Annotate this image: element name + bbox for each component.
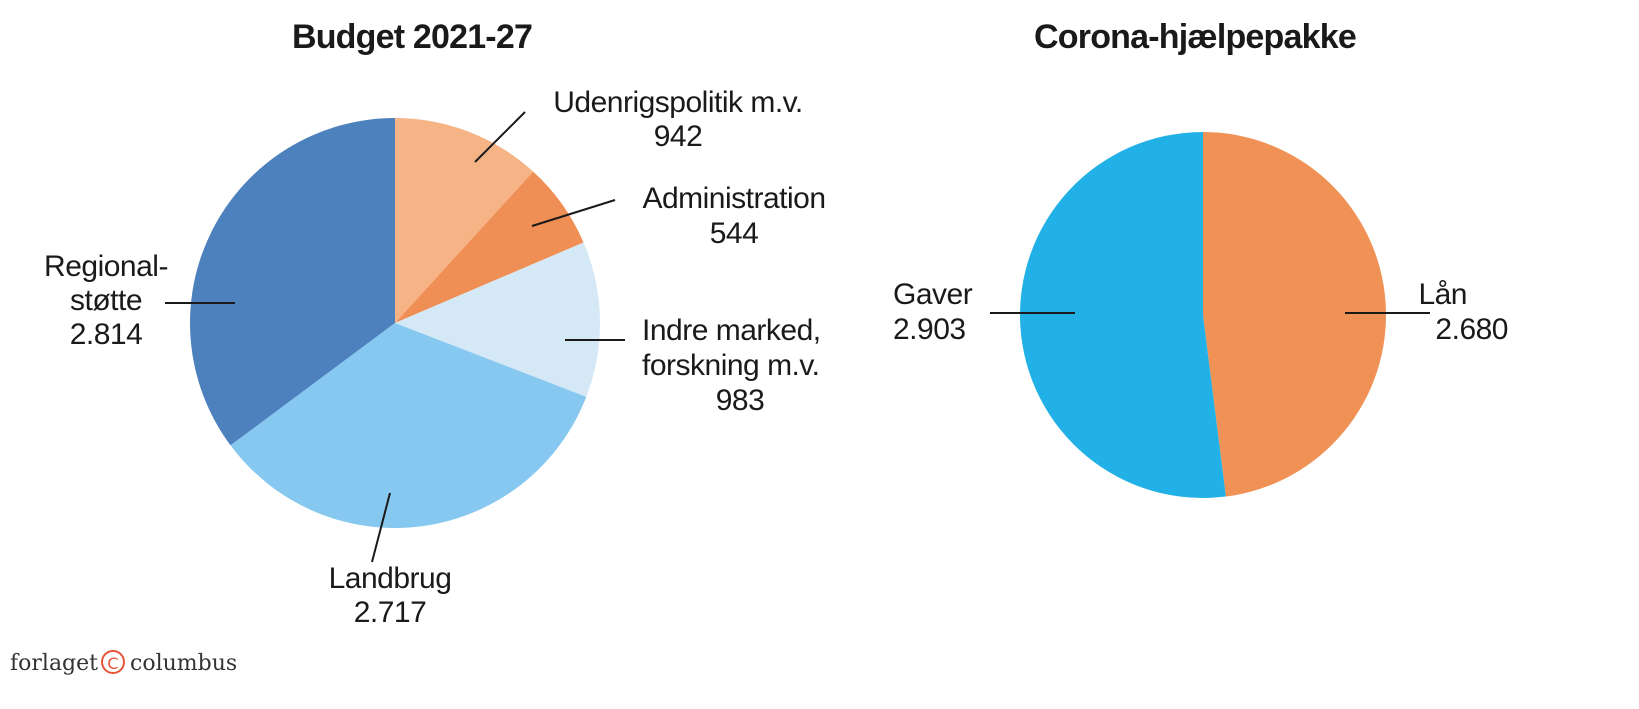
pie-slice-gaver [1020,132,1226,498]
label-regionalstotte-line1: Regional- [44,250,168,283]
value-administration: 544 [710,217,759,250]
logo-text-right: columbus [130,651,237,676]
label-administration: Administration [642,182,825,215]
copyright-icon [101,650,125,674]
leader-line-udenrigspolitik [474,111,526,163]
pie-slice-regionalstøtte [189,117,395,446]
pie-budget [189,117,600,528]
logo-text-left: forlaget [10,651,98,676]
leader-line-administration [531,199,616,227]
svg-text:C: C [107,654,118,673]
value-udenrigspolitik: 942 [654,120,703,153]
pie-slice-lån [1203,132,1386,497]
leader-line-landbrug [371,492,391,563]
value-indre-marked: 983 [716,384,765,417]
pie-slice-administration [395,171,584,323]
value-landbrug: 2.717 [354,596,427,629]
pie-slice-udenrigspolitik-m-v- [395,118,534,323]
pie-slice-indre-marked-forskning-m-v- [395,242,600,397]
label-udenrigspolitik: Udenrigspolitik m.v. [553,86,803,119]
chart-title-budget: Budget 2021-27 [292,18,532,56]
label-indre-marked-line2: forskning m.v. [642,349,820,382]
value-regionalstotte: 2.814 [70,318,143,351]
label-gaver: Gaver [893,278,973,311]
label-laan: Lån [1418,278,1467,311]
label-landbrug: Landbrug [329,562,452,595]
label-regionalstotte-line2: støtte [70,284,142,317]
publisher-logo: forlaget C columbus [10,650,237,676]
chart-title-corona: Corona-hjælpepakke [1034,18,1356,56]
pie-corona [1020,132,1386,498]
label-indre-marked-line1: Indre marked, [642,314,821,347]
value-laan: 2.680 [1435,313,1508,346]
pie-slice-landbrug [230,323,587,528]
value-gaver: 2.903 [893,313,966,346]
